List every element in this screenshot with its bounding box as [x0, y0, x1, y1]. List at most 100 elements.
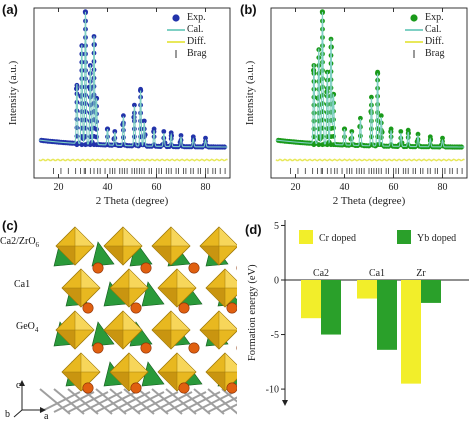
- bar: [301, 280, 321, 319]
- xrd-chart-a: 20 40 60 80 2 Theta (degree) Intensity (a.u.): [7, 7, 231, 207]
- lattice-bond: [221, 388, 237, 403]
- x-axis-label: 2 Theta (degree): [333, 195, 406, 207]
- axis-label-a: a: [44, 411, 49, 422]
- panel-label-a: (a): [2, 2, 18, 17]
- lattice-bond: [53, 391, 95, 413]
- legend-exp-label: Exp.: [187, 12, 206, 23]
- exp-point: [369, 94, 374, 100]
- octahedron-face: [205, 287, 226, 308]
- axis-b: [13, 409, 23, 418]
- lattice-bond: [193, 388, 225, 415]
- octahedron-face: [74, 226, 95, 247]
- label-ca1: Ca1: [14, 279, 31, 290]
- exp-point: [388, 126, 394, 132]
- exp-point: [74, 116, 80, 122]
- ca1-atom: [188, 342, 200, 354]
- y-tick-label: -5: [271, 330, 279, 341]
- ca1-atom: [140, 262, 152, 274]
- exp-point: [112, 129, 118, 134]
- exp-point: [121, 127, 126, 133]
- lattice-bond: [123, 388, 155, 415]
- legend-b: Exp. Cal. Diff. Brag: [403, 12, 444, 60]
- octahedron-face: [128, 268, 149, 289]
- exp-point: [328, 85, 334, 91]
- octahedron-face: [80, 352, 101, 373]
- octahedron-face: [128, 352, 149, 373]
- x-tick-label: 80: [201, 182, 211, 193]
- lattice-bond: [81, 391, 123, 413]
- exp-point: [74, 125, 80, 131]
- octahedron-face: [176, 352, 197, 373]
- lattice-bond: [193, 391, 235, 413]
- calculated-curve: [38, 11, 228, 148]
- ca1-atom: [188, 262, 200, 274]
- lattice-bond: [95, 391, 137, 413]
- octahedron-face: [61, 287, 82, 308]
- ca1-atom: [92, 262, 104, 274]
- bragg-ticks: [290, 168, 463, 174]
- lattice-bond: [179, 391, 221, 413]
- exp-point: [105, 134, 110, 140]
- octahedron-face: [122, 226, 143, 247]
- legend-exp-marker: [410, 14, 418, 22]
- category-label: Ca1: [369, 268, 385, 279]
- ca1-atom: [178, 302, 190, 314]
- octahedron-face: [199, 329, 220, 350]
- x-tick-label: 60: [152, 182, 162, 193]
- legend-label: Yb doped: [417, 233, 456, 244]
- octahedron-face: [55, 329, 76, 350]
- x-tick-label: 60: [389, 182, 399, 193]
- exp-point: [138, 110, 144, 116]
- exp-point: [320, 68, 325, 73]
- octahedron-face: [218, 310, 237, 331]
- octahedron-face: [55, 245, 76, 266]
- exp-point: [311, 102, 317, 108]
- exp-point: [358, 133, 363, 139]
- x-tick-label: 40: [340, 182, 350, 193]
- lattice-bond: [151, 391, 193, 413]
- x-tick-label: 80: [438, 182, 448, 193]
- axis-a-arrow: [40, 407, 46, 413]
- exp-point: [178, 133, 184, 138]
- octahedron-face: [103, 329, 124, 350]
- octahedron-face: [224, 352, 237, 373]
- xrd-chart-b: 20 40 60 80 2 Theta (degree) Intensity (a.u.): [244, 7, 468, 207]
- x-tick-label: 40: [103, 182, 113, 193]
- octahedron-face: [224, 268, 237, 289]
- exp-point: [320, 101, 325, 106]
- exp-point: [328, 77, 334, 83]
- exp-point: [83, 92, 88, 98]
- y-tick-label: 0: [274, 276, 279, 287]
- exp-point: [105, 126, 110, 132]
- exp-point: [94, 126, 99, 132]
- geo4-tetrahedron: [91, 321, 115, 347]
- legend-exp-marker: [172, 14, 180, 22]
- legend-brag-label: Brag: [425, 48, 445, 59]
- legend-exp-label: Exp.: [425, 12, 444, 23]
- exp-point: [121, 113, 126, 119]
- exp-point: [320, 109, 325, 115]
- x-axis-label: 2 Theta (degree): [96, 195, 169, 207]
- exp-point: [342, 126, 347, 132]
- difference-curve: [275, 158, 465, 162]
- geo4-tetrahedron: [91, 241, 115, 267]
- legend-a: Exp. Cal. Diff. Brag: [165, 12, 206, 60]
- panel-label-c: (c): [2, 218, 18, 233]
- exp-point: [320, 84, 325, 90]
- octahedron-face: [157, 287, 178, 308]
- lattice-base: [39, 388, 237, 415]
- legend-label: Cr doped: [319, 233, 356, 244]
- exp-point: [311, 94, 317, 100]
- ca1-atoms: [82, 262, 237, 394]
- exp-point: [311, 110, 317, 116]
- exp-point: [132, 102, 137, 108]
- exp-point: [161, 129, 167, 134]
- octahedron-face: [109, 371, 130, 392]
- ca1-atom: [140, 342, 152, 354]
- y-tick-label: -10: [266, 385, 279, 396]
- legend-cal-label: Cal.: [187, 24, 204, 35]
- exp-point: [375, 110, 380, 115]
- panel-label-d: (d): [245, 222, 262, 237]
- exp-point: [320, 92, 325, 98]
- exp-point: [349, 129, 355, 134]
